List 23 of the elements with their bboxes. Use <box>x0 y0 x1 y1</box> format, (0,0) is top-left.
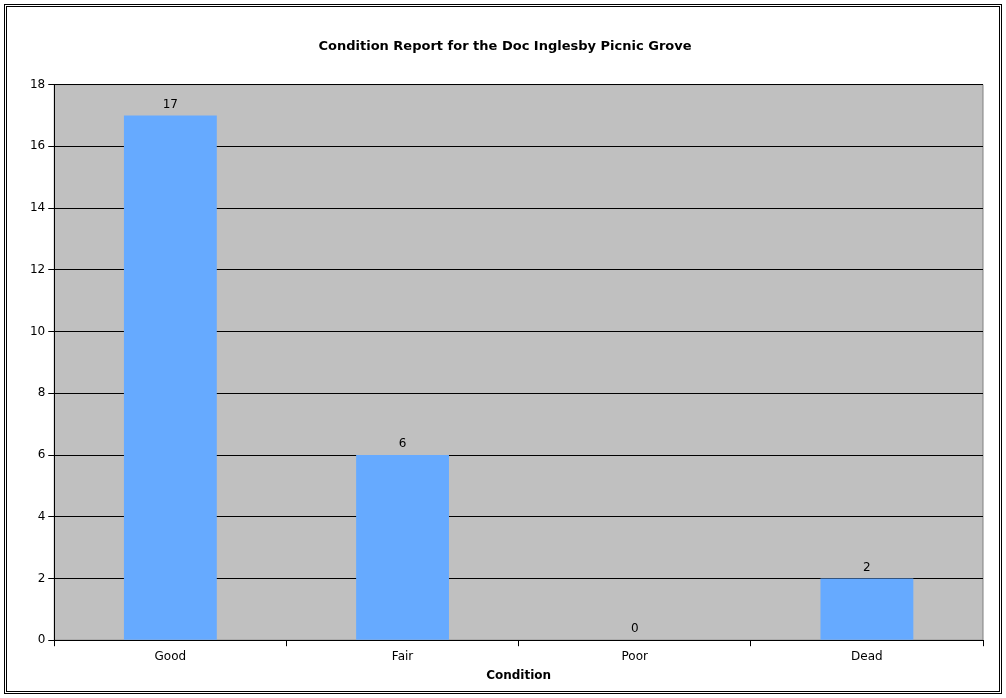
y-tick-label: 10 <box>29 323 46 338</box>
bar <box>356 455 449 640</box>
y-tick-label: 18 <box>29 76 46 91</box>
y-tick-label: 16 <box>29 138 46 153</box>
data-label: 6 <box>398 436 407 451</box>
y-tick-label: 12 <box>29 261 46 276</box>
data-label: 2 <box>863 559 871 574</box>
y-tick-label: 6 <box>37 447 46 462</box>
x-tick-label: Dead <box>851 648 883 663</box>
x-tick-label: Good <box>154 648 187 663</box>
data-label: 17 <box>162 96 178 111</box>
x-axis-title: Condition <box>486 667 552 682</box>
bar <box>123 115 217 640</box>
y-tick-label: 0 <box>37 632 46 647</box>
y-tick-label: 2 <box>37 570 46 585</box>
data-label: 0 <box>630 621 639 636</box>
y-tick-label: 14 <box>29 200 46 215</box>
x-tick-label: Fair <box>391 648 414 663</box>
bar <box>820 578 914 640</box>
x-tick-label: Poor <box>621 648 648 663</box>
y-tick-label: 8 <box>37 385 46 400</box>
chart-title: Condition Report for the Doc Inglesby Picnic Grove <box>318 38 692 54</box>
y-tick-label: 4 <box>37 508 46 523</box>
